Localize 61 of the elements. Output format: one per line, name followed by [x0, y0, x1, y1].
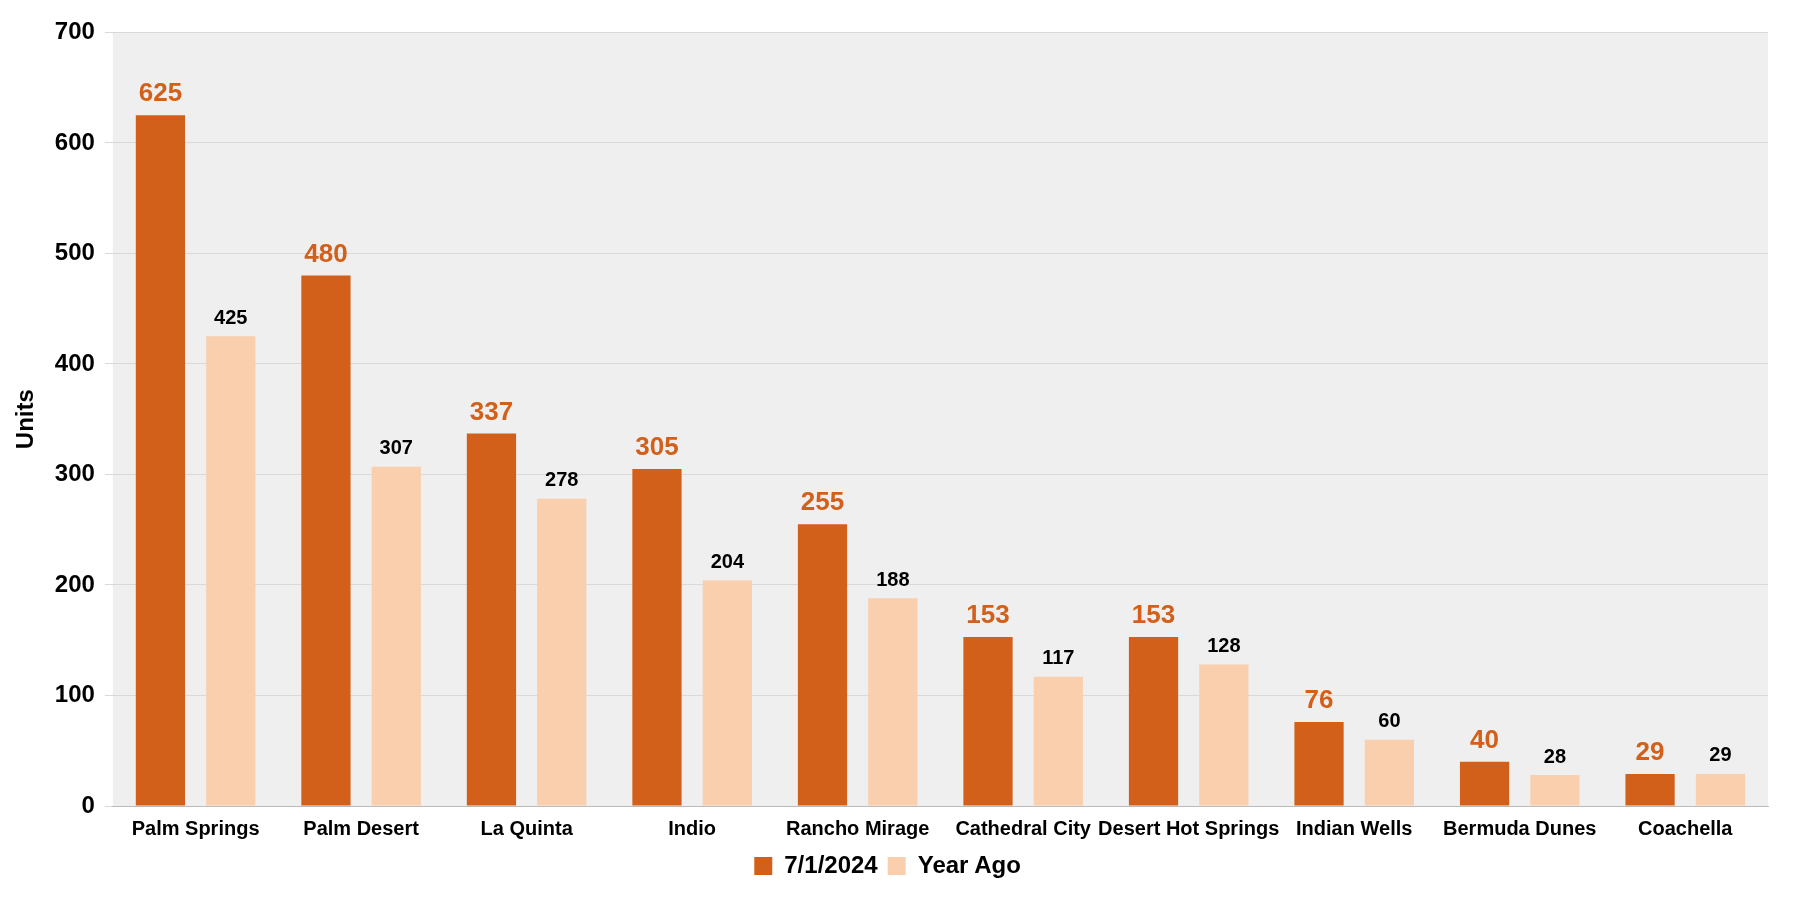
bar — [1199, 664, 1249, 806]
data-label: 255 — [800, 486, 845, 517]
legend-label: 7/1/2024 — [784, 850, 879, 878]
data-label: 188 — [876, 567, 910, 590]
bar — [1530, 775, 1580, 806]
y-tick-label: 300 — [54, 459, 95, 487]
x-tick-label: Palm Desert — [303, 816, 420, 839]
data-label: 76 — [1304, 684, 1334, 715]
bar — [797, 524, 848, 806]
data-label: 625 — [138, 77, 183, 108]
x-tick-label: Coachella — [1638, 816, 1734, 839]
data-label: 278 — [545, 468, 579, 491]
bar — [135, 115, 186, 806]
data-label: 117 — [1042, 646, 1075, 669]
x-tick-label: Indian Wells — [1296, 816, 1413, 839]
bar — [1459, 761, 1510, 806]
data-label: 307 — [379, 436, 413, 459]
data-label: 29 — [1635, 736, 1665, 767]
x-tick-label: Palm Springs — [131, 816, 260, 839]
bar — [371, 466, 421, 806]
data-label: 153 — [966, 599, 1010, 630]
bar — [206, 336, 256, 806]
y-tick-label: 600 — [54, 127, 95, 155]
y-tick-label: 500 — [54, 238, 95, 266]
data-label: 480 — [304, 237, 348, 268]
x-tick-label: Rancho Mirage — [785, 816, 930, 839]
y-tick-label: 0 — [81, 790, 95, 818]
x-tick-label: La Quinta — [480, 816, 574, 839]
bar — [466, 433, 517, 806]
y-tick-label: 700 — [54, 17, 95, 45]
x-tick-label: Cathedral City — [955, 816, 1092, 839]
bar — [1364, 739, 1414, 806]
bar — [1294, 722, 1344, 806]
y-tick-label: 200 — [54, 569, 95, 597]
y-tick-label: 400 — [54, 348, 95, 376]
x-tick-label: Indio — [668, 816, 717, 839]
data-label: 40 — [1470, 723, 1500, 754]
bar — [537, 498, 587, 806]
bar — [632, 468, 682, 806]
bar — [301, 275, 351, 806]
data-label: 28 — [1543, 744, 1567, 767]
bar — [963, 636, 1013, 806]
bar — [1625, 773, 1675, 806]
data-label: 305 — [635, 431, 679, 462]
x-tick-label: Bermuda Dunes — [1443, 816, 1597, 839]
bar — [1695, 773, 1746, 806]
data-label: 425 — [214, 305, 248, 328]
bar — [868, 598, 918, 806]
bar — [1128, 636, 1179, 806]
data-label: 204 — [710, 550, 745, 573]
bar — [702, 580, 752, 806]
data-label: 337 — [469, 395, 514, 426]
legend-label: Year Ago — [917, 850, 1021, 878]
x-tick-label: Desert Hot Springs — [1098, 816, 1280, 839]
data-label: 29 — [1709, 743, 1732, 766]
bar — [1033, 676, 1083, 806]
data-label: 60 — [1378, 709, 1401, 732]
data-label: 128 — [1207, 634, 1241, 657]
y-tick-label: 100 — [54, 680, 95, 708]
data-label: 153 — [1131, 599, 1176, 630]
y-axis-title: Units — [11, 389, 39, 450]
